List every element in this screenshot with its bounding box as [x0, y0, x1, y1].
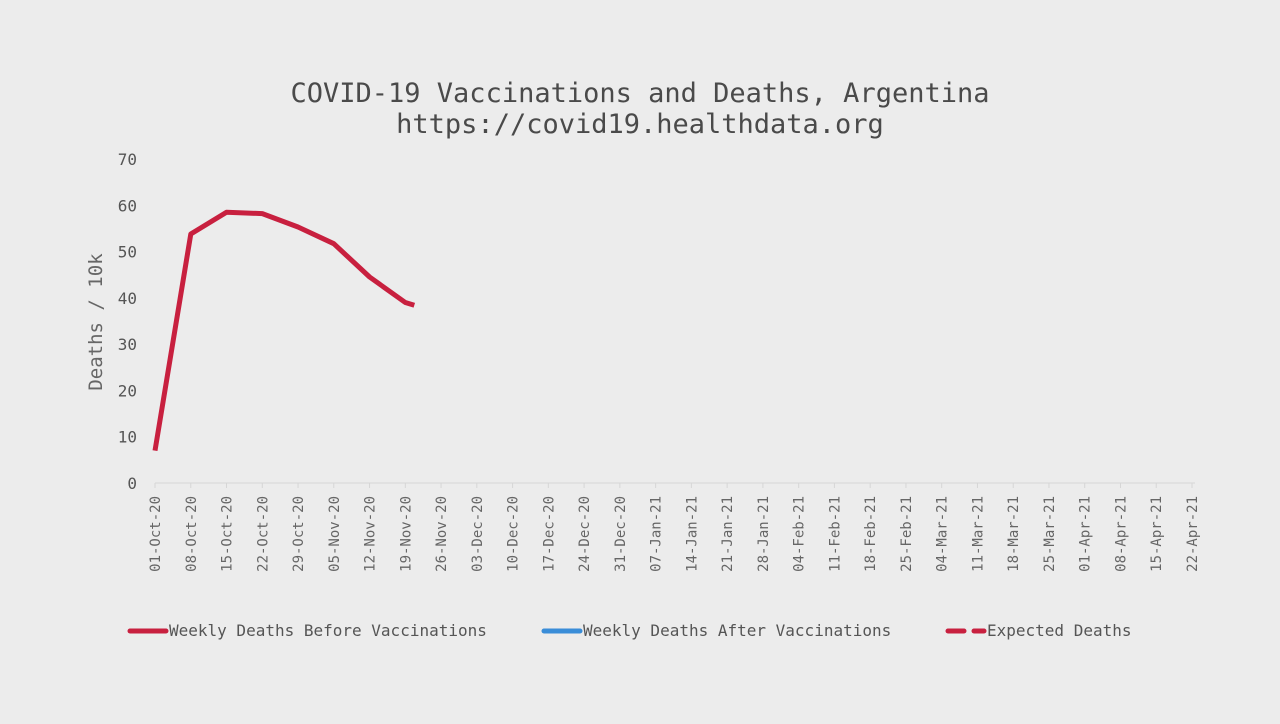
x-tick-label: 31-Dec-20	[613, 496, 629, 572]
y-tick-label: 50	[118, 243, 137, 262]
chart-title: COVID-19 Vaccinations and Deaths, Argent…	[291, 78, 990, 109]
legend-label-2: Expected Deaths	[987, 621, 1132, 640]
x-tick-label: 11-Feb-21	[827, 496, 843, 572]
y-tick-label: 40	[118, 289, 137, 308]
y-tick-label: 0	[127, 474, 137, 493]
x-tick-label: 25-Feb-21	[899, 496, 915, 572]
x-tick-label: 19-Nov-20	[398, 496, 414, 572]
x-tick-label: 08-Oct-20	[184, 496, 200, 572]
x-tick-label: 07-Jan-21	[649, 496, 665, 572]
x-axis-ticks: 01-Oct-20 08-Oct-20 15-Oct-20 22-Oct-20 29-O…	[148, 483, 1201, 572]
x-tick-label: 01-Oct-20	[148, 496, 164, 572]
y-tick-label: 30	[118, 335, 137, 354]
legend-label-0: Weekly Deaths Before Vaccinations	[169, 621, 487, 640]
x-tick-label: 03-Dec-20	[470, 496, 486, 572]
x-tick-label: 14-Jan-21	[684, 496, 700, 572]
x-tick-label: 04-Feb-21	[792, 496, 808, 572]
x-tick-label: 08-Apr-21	[1113, 496, 1129, 572]
y-tick-label: 60	[118, 196, 137, 215]
y-axis-label: Deaths / 10k	[85, 253, 107, 391]
y-tick-label: 20	[118, 381, 137, 400]
x-tick-label: 10-Dec-20	[506, 496, 522, 572]
x-tick-label: 05-Nov-20	[327, 496, 343, 572]
x-tick-label: 24-Dec-20	[577, 496, 593, 572]
x-tick-label: 17-Dec-20	[541, 496, 557, 572]
x-tick-label: 15-Apr-21	[1149, 496, 1165, 572]
series-layer	[152, 209, 416, 452]
x-tick-label: 22-Oct-20	[255, 496, 271, 572]
x-tick-label: 25-Mar-21	[1042, 496, 1058, 572]
x-tick-label: 11-Mar-21	[970, 496, 986, 572]
y-tick-label: 70	[118, 150, 137, 169]
x-tick-label: 28-Jan-21	[756, 496, 772, 572]
series-line-0	[152, 209, 416, 452]
x-tick-label: 21-Jan-21	[720, 496, 736, 572]
x-tick-label: 01-Apr-21	[1078, 496, 1094, 572]
legend: Weekly Deaths Before Vaccinations Weekly …	[127, 621, 1132, 640]
legend-label-1: Weekly Deaths After Vaccinations	[583, 621, 891, 640]
chart-subtitle: https://covid19.healthdata.org	[396, 109, 884, 140]
x-tick-label: 22-Apr-21	[1185, 496, 1201, 572]
x-tick-label: 15-Oct-20	[220, 496, 236, 572]
x-tick-label: 26-Nov-20	[434, 496, 450, 572]
x-tick-label: 04-Mar-21	[935, 496, 951, 572]
x-tick-label: 18-Feb-21	[863, 496, 879, 572]
x-tick-label: 18-Mar-21	[1006, 496, 1022, 572]
x-tick-label: 29-Oct-20	[291, 496, 307, 572]
x-tick-label: 12-Nov-20	[363, 496, 379, 572]
y-tick-label: 10	[118, 428, 137, 447]
y-axis-ticks: 0 10 20 30 40 50 60 70	[118, 150, 137, 493]
